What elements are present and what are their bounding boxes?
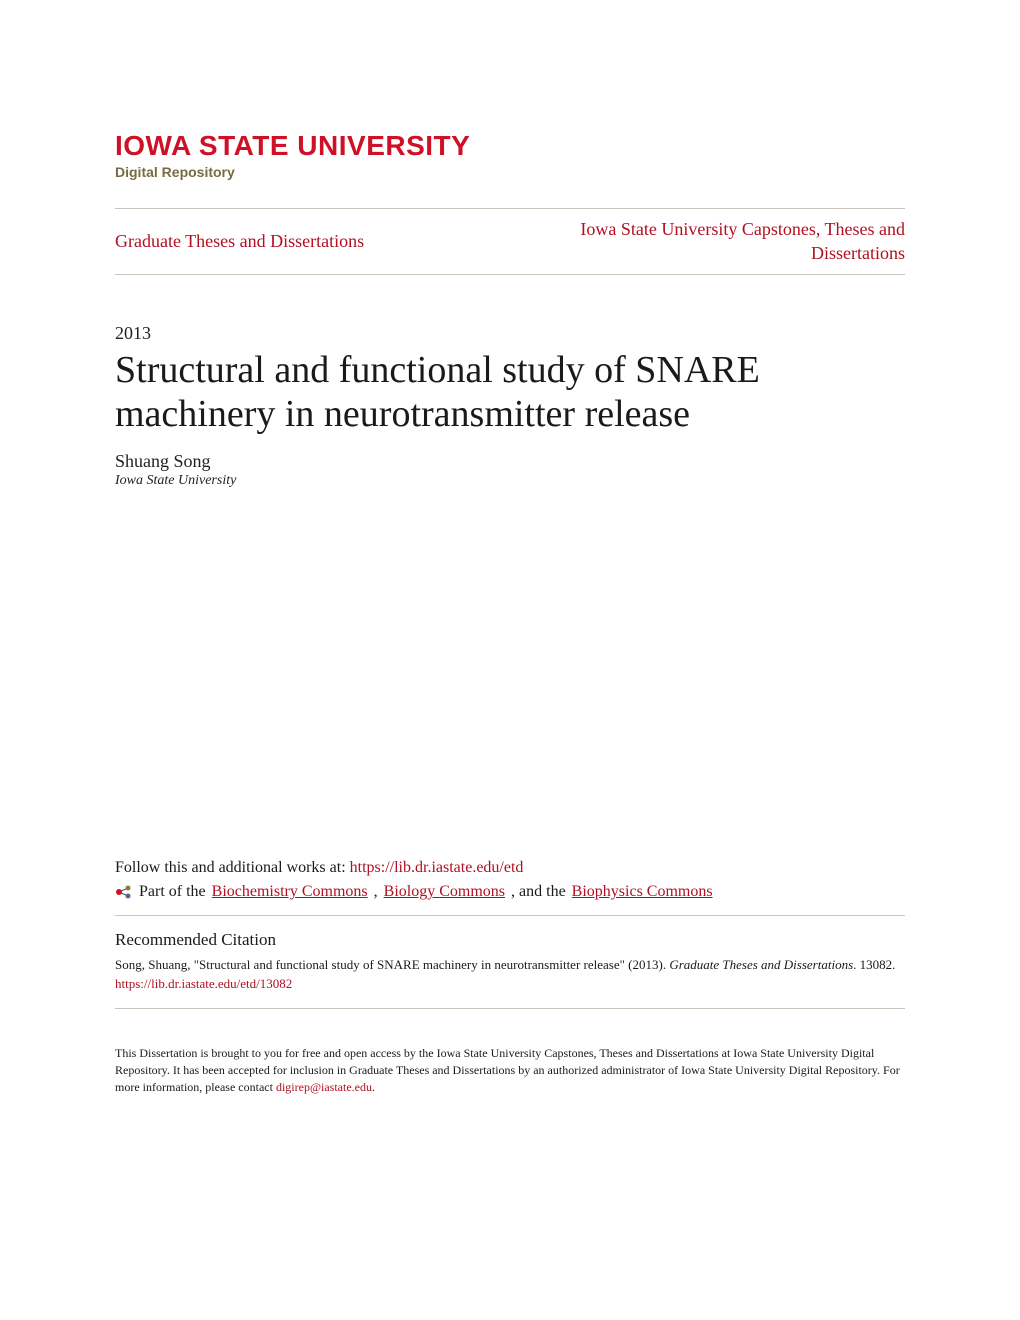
citation-text: Song, Shuang, "Structural and functional… bbox=[115, 956, 905, 974]
joiner-1: , and the bbox=[511, 883, 566, 901]
citation-block: Recommended Citation Song, Shuang, "Stru… bbox=[115, 930, 905, 1009]
citation-text-1: Song, Shuang, "Structural and functional… bbox=[115, 957, 669, 972]
follow-url-link[interactable]: https://lib.dr.iastate.edu/etd bbox=[350, 859, 524, 876]
content-spacer bbox=[115, 489, 905, 859]
citation-text-italic: Graduate Theses and Dissertations bbox=[669, 957, 853, 972]
follow-prefix: Follow this and additional works at: bbox=[115, 859, 350, 876]
author-name: Shuang Song bbox=[115, 451, 905, 472]
document-title: Structural and functional study of SNARE… bbox=[115, 348, 905, 438]
citation-url-link[interactable]: https://lib.dr.iastate.edu/etd/13082 bbox=[115, 976, 292, 991]
logo-main-text: IOWA STATE UNIVERSITY bbox=[115, 130, 905, 162]
part-of-line: Part of the Biochemistry Commons, Biolog… bbox=[115, 883, 905, 916]
header-right-link[interactable]: Iowa State University Capstones, Theses … bbox=[525, 217, 905, 266]
header-row: Graduate Theses and Dissertations Iowa S… bbox=[115, 208, 905, 275]
commons-link-2[interactable]: Biophysics Commons bbox=[572, 883, 713, 901]
commons-link-1[interactable]: Biology Commons bbox=[384, 883, 505, 901]
author-affiliation: Iowa State University bbox=[115, 473, 905, 489]
network-icon bbox=[115, 883, 133, 901]
logo-sub-text: Digital Repository bbox=[115, 164, 905, 180]
logo-block: IOWA STATE UNIVERSITY Digital Repository bbox=[115, 130, 905, 180]
citation-url: https://lib.dr.iastate.edu/etd/13082 bbox=[115, 976, 905, 992]
footer-text-1: This Dissertation is brought to you for … bbox=[115, 1046, 900, 1094]
part-of-prefix: Part of the bbox=[139, 883, 206, 901]
year-label: 2013 bbox=[115, 323, 905, 344]
commons-link-0[interactable]: Biochemistry Commons bbox=[212, 883, 368, 901]
joiner-0: , bbox=[374, 883, 378, 901]
footer-text-2: . bbox=[372, 1080, 375, 1094]
header-left-link[interactable]: Graduate Theses and Dissertations bbox=[115, 231, 364, 252]
citation-text-2: . 13082. bbox=[853, 957, 895, 972]
footer-text: This Dissertation is brought to you for … bbox=[115, 1045, 905, 1095]
follow-line: Follow this and additional works at: htt… bbox=[115, 859, 905, 877]
citation-heading: Recommended Citation bbox=[115, 930, 905, 950]
footer-email-link[interactable]: digirep@iastate.edu bbox=[276, 1080, 372, 1094]
